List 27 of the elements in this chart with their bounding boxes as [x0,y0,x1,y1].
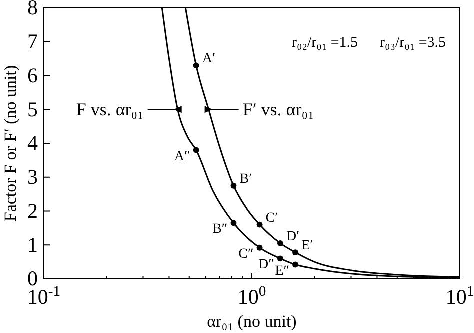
x-axis-title: αr₀₁ (no unit) [207,312,297,331]
annotation: r₀₃/r₀₁ =3.5 [380,35,446,51]
data-label: D″ [258,258,275,273]
data-label: A″ [174,149,190,164]
data-label: C″ [238,246,254,262]
data-label: D′ [286,229,300,244]
data-label: E″ [275,264,290,279]
data-label: B′ [240,172,252,187]
data-label: C′ [266,210,278,226]
y-tick-label: 5 [28,97,38,122]
y-tick-label: 8 [28,0,38,20]
y-tick-label: 2 [28,198,38,223]
y-tick-label: 0 [28,266,38,291]
data-label: B″ [212,222,228,238]
y-tick-label: 3 [28,165,38,190]
y-tick-label: 7 [28,30,38,54]
y-tick-label: 6 [28,63,38,88]
annotation: r₀₂/r₀₁ =1.5 [292,35,358,51]
x-tick-label: 10$^{1}$ [446,284,474,309]
x-tick-label: 10$^{0}$ [238,284,266,309]
data-label: E′ [302,238,314,254]
y-tick-label: 1 [28,232,38,257]
y-tick-label: 4 [28,131,38,156]
data-label: A′ [202,52,216,67]
annotation: F vs. αr₀₁ [76,100,144,120]
y-axis-title: Factor F or F′ (no unit) [1,65,20,222]
annotation: F′ vs. αr₀₁ [242,100,314,120]
